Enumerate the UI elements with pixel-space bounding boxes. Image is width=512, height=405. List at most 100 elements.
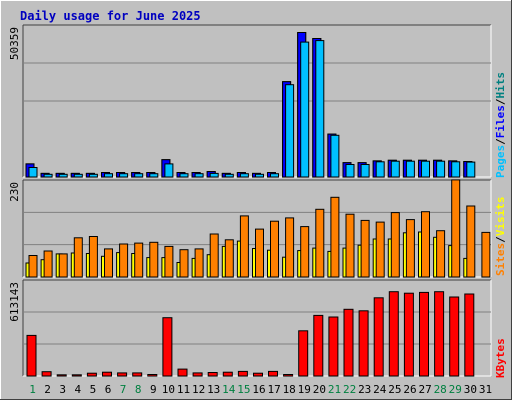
bar-sites [481,231,491,278]
bar-kbytes [192,372,203,377]
bar-pages [421,160,430,178]
bar-pages [58,173,68,178]
bar-kbytes [56,374,67,377]
bar-kbytes [253,372,263,377]
bar-pages [270,173,279,178]
x-tick-label: 17 [267,383,280,396]
bar-kbytes [328,316,339,377]
bar-sites [421,211,430,278]
x-tick-label: 13 [207,383,220,396]
x-tick-label: 6 [105,383,112,396]
x-tick-label: 12 [192,383,205,396]
bar-pages [436,160,446,178]
bar-sites [390,212,400,278]
x-tick-label: 31 [479,383,492,396]
bar-kbytes [343,308,354,377]
bar-pages [345,164,355,178]
legend-sep2: / [494,98,507,105]
bar-kbytes [132,372,143,377]
bar-pages [209,172,219,178]
bar-pages [194,173,204,178]
x-tick-label: 30 [464,383,477,396]
bar-kbytes [283,374,294,377]
bar-pages [28,167,38,178]
bar-pages [330,134,340,178]
bar-sites [179,249,189,278]
bar-sites [104,248,113,278]
bar-pages [466,161,476,178]
bar-pages [134,173,144,178]
bar-kbytes [117,372,128,377]
bar-kbytes [162,317,173,377]
bar-pages [360,164,370,178]
bar-kbytes [449,296,460,377]
bar-kbytes [373,297,384,377]
x-tick-label: 26 [403,383,416,396]
x-tick-label: 29 [449,383,462,396]
x-tick-label: 10 [162,383,175,396]
bar-sites [285,217,295,278]
y-max-label-visitors: 230 [8,182,21,202]
bar-sites [255,228,264,278]
bar-sites [345,213,355,278]
bar-kbytes [358,310,369,377]
legend-pages: Pages [494,145,507,178]
x-tick-label: 18 [283,383,296,396]
bar-pages [104,173,113,178]
bar-pages [239,173,249,178]
x-tick-label: 5 [90,383,97,396]
bar-kbytes [313,314,324,377]
x-tick-label: 23 [358,383,371,396]
bar-kbytes [207,372,218,377]
x-tick-label: 7 [120,383,127,396]
bar-sites [149,241,159,278]
x-tick-label: 24 [373,383,387,396]
legend-sites: Sites [494,243,507,276]
x-tick-label: 19 [298,383,311,396]
bar-pages [224,173,234,178]
bar-kbytes [434,291,445,377]
x-tick-label: 1 [29,383,36,396]
bar-sites [375,221,385,278]
bar-sites [164,245,174,278]
x-tick-label: 14 [222,383,236,396]
legend-files: Files [494,105,507,138]
x-tick-label: 9 [150,383,157,396]
bar-pages [179,173,189,178]
x-tick-label: 11 [177,383,190,396]
chart-title: Daily usage for June 2025 [20,9,201,23]
bar-kbytes [298,330,309,377]
bar-kbytes [268,370,278,377]
legend-requests: Pages/Files/Hits [494,72,507,178]
bar-sites [224,239,234,278]
bar-kbytes [26,334,37,377]
legend-sep3: / [494,236,507,243]
bar-sites [360,219,370,278]
bar-sites [119,243,129,278]
bar-pages [390,160,400,178]
bar-kbytes [222,371,233,377]
x-tick-label: 28 [434,383,447,396]
bar-sites [330,196,340,278]
bar-pages [73,173,83,178]
bar-kbytes [86,372,97,377]
bar-kbytes [41,371,52,377]
bar-pages [43,173,53,178]
bar-kbytes [71,374,82,377]
bar-pages [149,173,159,178]
y-max-label-volume: 613143 [8,282,21,322]
bar-pages [88,173,98,178]
bar-sites [239,215,249,278]
y-max-label-requests: 50359 [8,27,21,60]
legend-kbytes: KBytes [494,338,507,378]
x-tick-label: 8 [135,383,142,396]
x-tick-label: 21 [328,383,341,396]
x-tick-label: 15 [237,383,250,396]
bar-sites [194,248,204,278]
bar-kbytes [403,292,414,377]
y-axis-max-labels: 50359 230 613143 [8,27,21,322]
bar-sites [451,179,461,278]
bar-sites [405,219,415,278]
legend-hits: Hits [494,72,507,99]
